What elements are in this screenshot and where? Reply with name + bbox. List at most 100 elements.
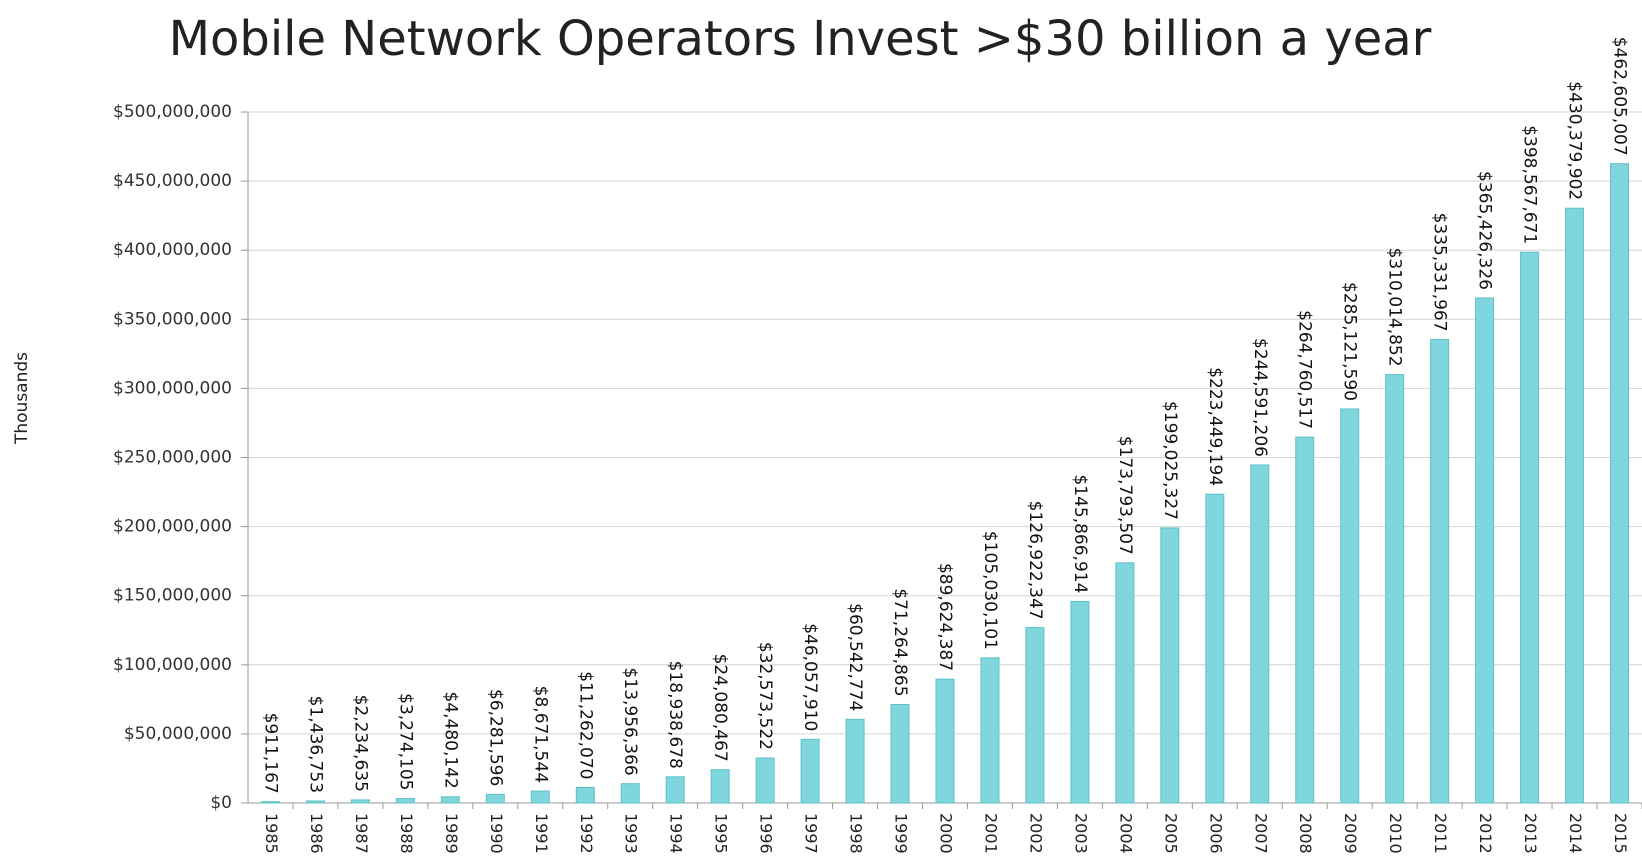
x-tick-label: 2007	[1251, 813, 1270, 854]
chart-title: Mobile Network Operators Invest >$30 bil…	[169, 11, 1432, 67]
x-tick-label: 1987	[352, 813, 371, 854]
x-tick-label: 1988	[397, 813, 416, 854]
bar	[260, 801, 280, 804]
x-tick-label: 1992	[577, 813, 596, 854]
data-label: $264,760,517	[1295, 310, 1315, 429]
bar	[1475, 297, 1495, 804]
bar	[1340, 408, 1360, 804]
data-label: $173,793,507	[1115, 436, 1135, 555]
y-tick-label: $200,000,000	[113, 517, 232, 537]
x-tick-label: 2002	[1026, 813, 1045, 854]
bar	[890, 704, 910, 804]
bar	[755, 757, 775, 804]
x-tick-label: 1997	[802, 813, 821, 854]
bar	[1430, 339, 1450, 804]
x-tick-label: 1985	[262, 813, 281, 854]
bar	[665, 776, 685, 804]
x-tick-label: 2012	[1476, 813, 1495, 854]
data-label: $24,080,467	[710, 654, 730, 762]
bar	[575, 786, 595, 804]
bar	[1385, 374, 1405, 804]
data-label: $13,956,366	[620, 668, 640, 776]
x-tick-label: 1999	[892, 813, 911, 854]
x-tick-label: 2005	[1161, 813, 1180, 854]
y-tick-label: $450,000,000	[113, 171, 232, 191]
data-label: $398,567,671	[1520, 125, 1540, 244]
x-tick-label: 1995	[712, 813, 731, 854]
x-tick-label: 1986	[307, 813, 326, 854]
data-label: $4,480,142	[440, 691, 460, 788]
data-label: $32,573,522	[755, 642, 775, 750]
bar	[1565, 207, 1585, 804]
bar	[710, 769, 730, 804]
x-tick-label: 2010	[1386, 813, 1405, 854]
data-label: $365,426,326	[1475, 171, 1495, 290]
bar	[395, 797, 415, 804]
data-label: $244,591,206	[1250, 338, 1270, 457]
y-tick-label: $400,000,000	[113, 240, 232, 260]
x-tick-label: 1993	[622, 813, 641, 854]
data-label: $89,624,387	[935, 563, 955, 671]
y-tick-label: $50,000,000	[124, 724, 232, 744]
bar	[800, 738, 820, 804]
y-tick-label: $250,000,000	[113, 448, 232, 468]
x-tick-label: 2015	[1611, 813, 1630, 854]
data-label: $285,121,590	[1340, 282, 1360, 401]
x-tick-label: 1990	[487, 813, 506, 854]
y-tick-label: $0	[210, 793, 232, 813]
data-label: $46,057,910	[800, 623, 820, 731]
x-tick-label: 2006	[1206, 813, 1225, 854]
x-tick-label: 1989	[442, 813, 461, 854]
x-tick-label: 1996	[757, 813, 776, 854]
data-label: $145,866,914	[1070, 474, 1090, 593]
bar	[1070, 600, 1090, 804]
bar	[980, 657, 1000, 804]
data-label: $1,436,753	[305, 696, 325, 793]
data-label: $199,025,327	[1160, 401, 1180, 520]
bar	[530, 790, 550, 804]
bar	[1160, 527, 1180, 804]
bar	[305, 800, 325, 804]
x-tick-label: 2000	[937, 813, 956, 854]
x-tick-label: 2009	[1341, 813, 1360, 854]
x-tick-label: 2011	[1431, 813, 1450, 854]
bar	[485, 793, 505, 804]
bar	[1520, 251, 1540, 804]
bar	[845, 718, 865, 804]
data-label: $335,331,967	[1430, 213, 1450, 332]
x-tick-label: 2003	[1071, 813, 1090, 854]
x-tick-label: 2013	[1521, 813, 1540, 854]
data-label: $2,234,635	[350, 695, 370, 792]
bar	[620, 783, 640, 804]
x-tick-label: 2001	[981, 813, 1000, 854]
bar	[1205, 493, 1225, 804]
x-tick-label: 2014	[1566, 813, 1585, 854]
data-label: $911,167	[260, 713, 280, 794]
data-label: $310,014,852	[1385, 248, 1405, 367]
data-label: $430,379,902	[1565, 81, 1585, 200]
data-label: $8,671,544	[530, 686, 550, 783]
bar	[1115, 562, 1135, 804]
data-label: $3,274,105	[395, 693, 415, 790]
bar	[1250, 464, 1270, 804]
data-label: $71,264,865	[890, 588, 910, 696]
bar	[1610, 163, 1630, 804]
x-tick-label: 1998	[847, 813, 866, 854]
bar	[350, 799, 370, 804]
data-label: $11,262,070	[575, 671, 595, 779]
bar	[1295, 436, 1315, 804]
y-tick-label: $300,000,000	[113, 378, 232, 398]
bar	[935, 678, 955, 804]
y-tick-label: $500,000,000	[113, 102, 232, 122]
data-label: $126,922,347	[1025, 501, 1045, 620]
data-label: $60,542,774	[845, 603, 865, 711]
x-tick-label: 1991	[532, 813, 551, 854]
y-axis-label: Thousands	[12, 352, 32, 445]
y-tick-label: $100,000,000	[113, 655, 232, 675]
data-label: $18,938,678	[665, 661, 685, 769]
x-tick-label: 1994	[667, 813, 686, 854]
x-tick-label: 2008	[1296, 813, 1315, 854]
data-label: $6,281,596	[485, 689, 505, 786]
data-label: $223,449,194	[1205, 367, 1225, 486]
